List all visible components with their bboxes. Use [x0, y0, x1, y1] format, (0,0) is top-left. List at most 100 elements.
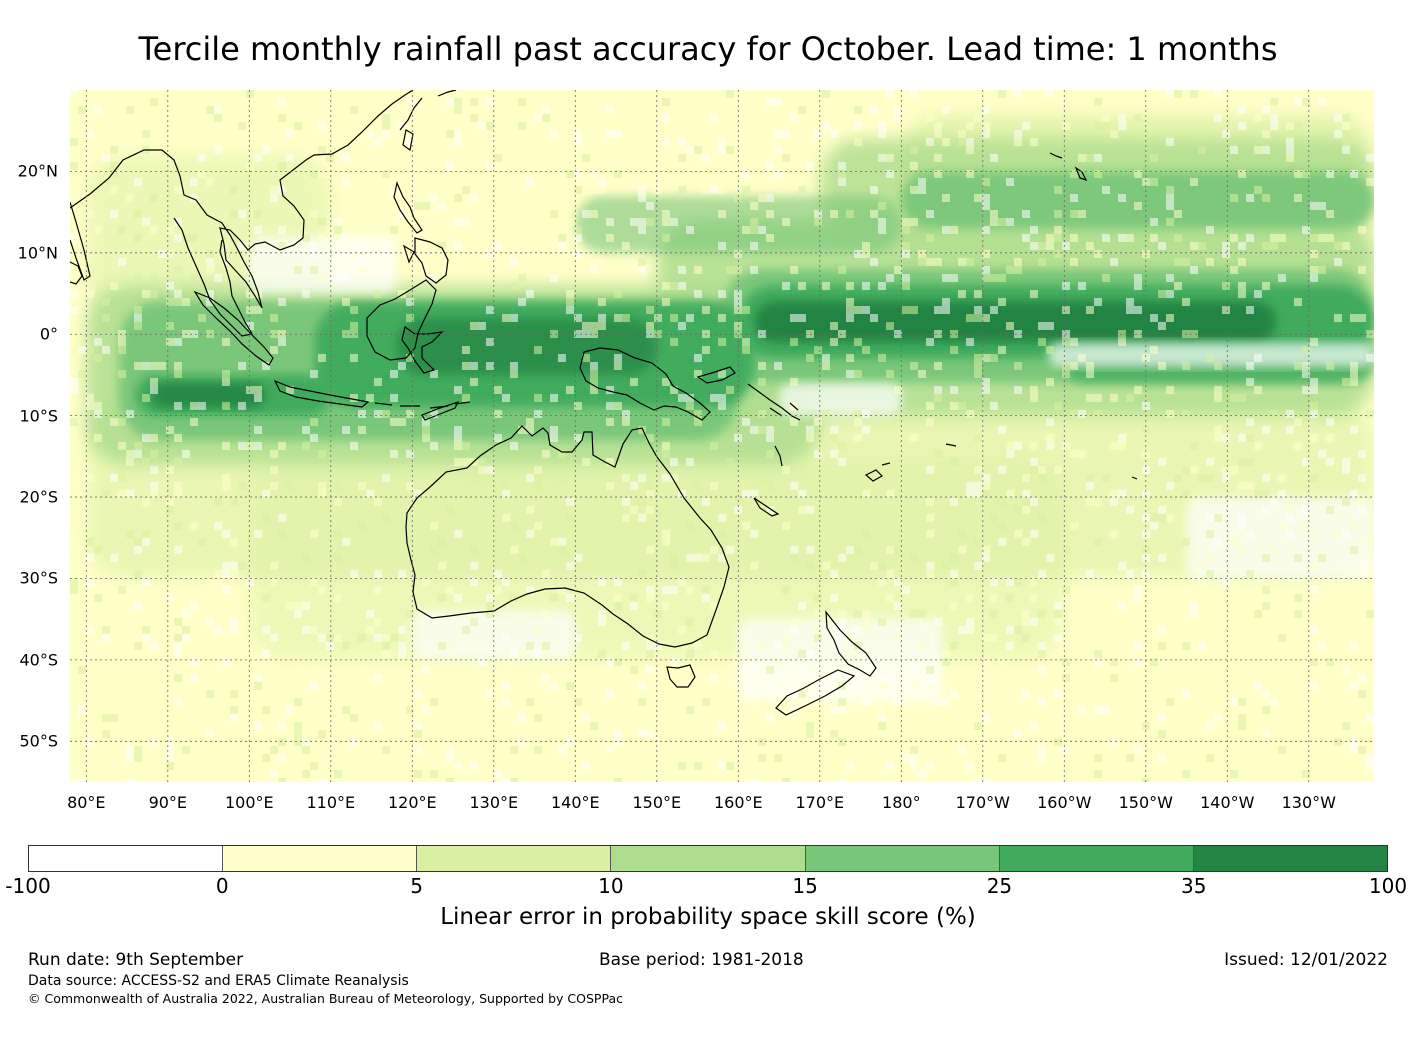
speckle: [1318, 418, 1326, 426]
speckle: [1214, 114, 1222, 122]
speckle: [606, 658, 614, 666]
speckle: [846, 314, 854, 322]
speckle: [366, 130, 374, 138]
speckle: [262, 362, 270, 370]
speckle: [406, 610, 414, 618]
speckle: [1198, 146, 1206, 154]
colorbar-swatch: [611, 846, 806, 871]
speckle: [422, 754, 430, 762]
speckle: [478, 322, 486, 330]
speckle: [942, 650, 950, 658]
hawaii-coastline: [1049, 152, 1088, 182]
speckle: [254, 306, 262, 314]
speckle: [814, 450, 822, 458]
speckle: [822, 122, 830, 130]
speckle: [270, 770, 278, 778]
speckle: [1038, 322, 1046, 330]
speckle: [558, 234, 566, 242]
speckle: [462, 458, 470, 466]
speckle: [998, 90, 1006, 98]
map-panel[interactable]: [70, 90, 1374, 782]
speckle: [838, 266, 846, 274]
speckle: [1318, 554, 1326, 562]
run-date: Run date: 9th September: [28, 950, 244, 970]
speckle: [830, 434, 838, 442]
speckle: [158, 362, 166, 370]
speckle: [430, 194, 438, 202]
speckle: [590, 362, 598, 370]
speckle: [422, 706, 430, 714]
speckle: [598, 578, 606, 586]
speckle: [1094, 754, 1102, 762]
speckle: [126, 586, 134, 594]
speckle: [1302, 770, 1310, 778]
speckle: [718, 402, 726, 410]
speckle: [1110, 738, 1118, 746]
speckle: [134, 274, 142, 282]
longitude-label: 150°E: [632, 793, 682, 812]
speckle: [206, 90, 214, 98]
speckle: [1238, 122, 1246, 130]
tasmania-coastline: [666, 664, 696, 688]
speckle: [1014, 266, 1022, 274]
speckle: [342, 538, 350, 546]
speckle: [1118, 434, 1126, 442]
speckle: [110, 666, 118, 674]
speckle: [598, 106, 606, 114]
speckle: [334, 218, 342, 226]
speckle: [230, 570, 238, 578]
speckle: [1142, 554, 1150, 562]
speckle: [998, 746, 1006, 754]
speckle: [302, 626, 310, 634]
speckle: [846, 210, 854, 218]
speckle: [406, 90, 414, 98]
speckle: [926, 338, 934, 346]
latitude-label: 20°N: [17, 161, 58, 181]
speckle: [1022, 234, 1030, 242]
speckle: [590, 186, 598, 194]
speckle: [1094, 538, 1102, 546]
speckle: [142, 290, 150, 298]
speckle: [1294, 610, 1302, 618]
speckle: [1030, 722, 1038, 730]
speckle: [742, 522, 750, 530]
speckle: [574, 554, 582, 562]
speckle: [806, 506, 814, 514]
speckle: [454, 442, 462, 450]
speckle: [334, 482, 342, 490]
speckle: [198, 402, 206, 410]
speckle: [710, 602, 718, 610]
speckle: [334, 594, 342, 602]
speckle: [1110, 130, 1118, 138]
speckle: [582, 458, 590, 466]
speckle: [766, 194, 774, 202]
speckle: [110, 554, 118, 562]
speckle: [126, 530, 134, 538]
speckle: [414, 722, 422, 730]
speckle: [374, 722, 382, 730]
speckle: [686, 586, 694, 594]
speckle: [382, 722, 390, 730]
speckle: [726, 762, 734, 770]
speckle: [742, 98, 750, 106]
speckle: [814, 682, 822, 690]
speckle: [638, 730, 646, 738]
speckle: [974, 434, 982, 442]
speckle: [806, 722, 814, 730]
speckle: [1038, 258, 1046, 266]
speckle: [742, 306, 750, 314]
speckle: [534, 474, 542, 482]
speckle: [86, 210, 94, 218]
speckle: [94, 402, 102, 410]
speckle: [822, 682, 830, 690]
speckle: [1326, 362, 1334, 370]
speckle: [1246, 306, 1254, 314]
speckle: [382, 738, 390, 746]
speckle: [622, 418, 630, 426]
speckle: [1166, 514, 1174, 522]
speckle: [798, 314, 806, 322]
speckle: [566, 682, 574, 690]
speckle: [598, 322, 606, 330]
speckle: [1182, 258, 1190, 266]
speckle: [1014, 578, 1022, 586]
